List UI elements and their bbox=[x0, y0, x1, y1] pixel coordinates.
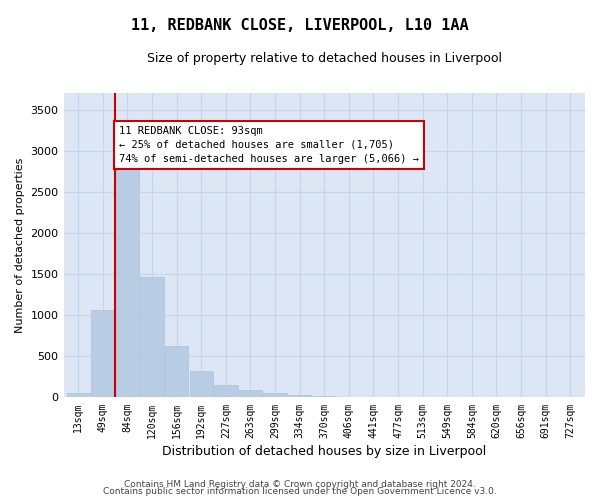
Bar bbox=[337, 396, 361, 398]
Text: Contains public sector information licensed under the Open Government Licence v3: Contains public sector information licen… bbox=[103, 487, 497, 496]
Bar bbox=[165, 346, 188, 398]
Bar bbox=[67, 394, 90, 398]
Y-axis label: Number of detached properties: Number of detached properties bbox=[15, 158, 25, 333]
Bar bbox=[239, 390, 262, 398]
Text: 11 REDBANK CLOSE: 93sqm
← 25% of detached houses are smaller (1,705)
74% of semi: 11 REDBANK CLOSE: 93sqm ← 25% of detache… bbox=[119, 126, 419, 164]
Text: Contains HM Land Registry data © Crown copyright and database right 2024.: Contains HM Land Registry data © Crown c… bbox=[124, 480, 476, 489]
Bar bbox=[116, 128, 139, 398]
Bar bbox=[313, 396, 336, 398]
Text: 11, REDBANK CLOSE, LIVERPOOL, L10 1AA: 11, REDBANK CLOSE, LIVERPOOL, L10 1AA bbox=[131, 18, 469, 32]
Bar bbox=[190, 371, 213, 398]
Bar bbox=[263, 393, 287, 398]
Bar bbox=[140, 278, 164, 398]
Bar bbox=[214, 384, 238, 398]
X-axis label: Distribution of detached houses by size in Liverpool: Distribution of detached houses by size … bbox=[162, 444, 487, 458]
Bar bbox=[288, 395, 311, 398]
Bar bbox=[91, 310, 115, 398]
Title: Size of property relative to detached houses in Liverpool: Size of property relative to detached ho… bbox=[147, 52, 502, 66]
